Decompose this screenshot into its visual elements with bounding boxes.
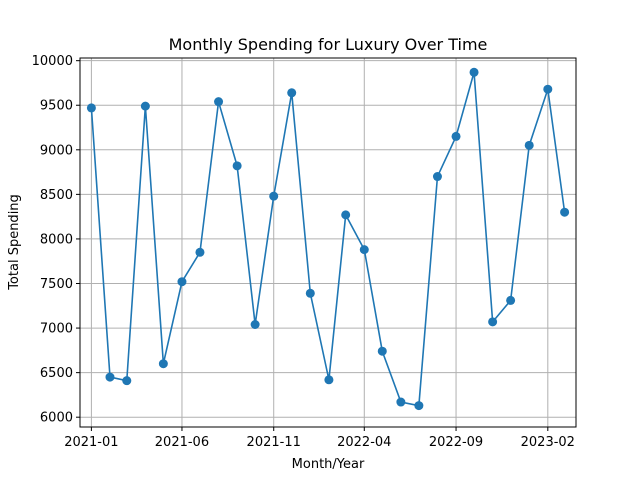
y-tick-label: 7000 bbox=[40, 322, 73, 337]
y-tick-label: 8500 bbox=[40, 188, 73, 203]
y-tick-label: 9500 bbox=[40, 99, 73, 114]
data-point bbox=[341, 210, 351, 220]
data-point bbox=[305, 288, 315, 298]
data-point bbox=[158, 359, 168, 369]
plot-frame bbox=[79, 57, 577, 428]
chart-title: Monthly Spending for Luxury Over Time bbox=[169, 35, 488, 54]
y-tick-label: 8000 bbox=[40, 232, 73, 247]
y-tick-label: 6000 bbox=[40, 411, 73, 426]
x-tick-label: 2023-02 bbox=[521, 435, 575, 450]
x-tick-label: 2022-04 bbox=[337, 435, 391, 450]
data-point bbox=[488, 317, 498, 327]
data-point bbox=[250, 320, 260, 329]
data-point bbox=[287, 88, 297, 98]
series bbox=[86, 67, 570, 411]
data-point bbox=[560, 207, 570, 217]
data-point bbox=[451, 131, 461, 141]
data-point bbox=[432, 172, 442, 182]
x-axis-label: Month/Year bbox=[292, 457, 365, 472]
data-point bbox=[105, 372, 115, 382]
data-point bbox=[86, 103, 96, 113]
data-point bbox=[377, 346, 387, 356]
data-point bbox=[122, 376, 132, 386]
data-point bbox=[414, 401, 424, 411]
data-point bbox=[269, 191, 279, 201]
data-point bbox=[396, 397, 406, 407]
x-tick-label: 2021-06 bbox=[155, 435, 209, 450]
x-tick-label: 2021-01 bbox=[64, 435, 118, 450]
y-axis-label: Total Spending bbox=[7, 194, 22, 291]
x-tick-label: 2022-09 bbox=[429, 435, 483, 450]
data-point bbox=[469, 67, 479, 77]
data-point bbox=[195, 247, 205, 257]
y-tick-label: 10000 bbox=[32, 54, 73, 69]
data-point bbox=[324, 375, 334, 385]
data-point bbox=[359, 245, 369, 255]
axis-ticks: 6000 6500 7000 7500 8000 8500 9000 9500 10000 202… bbox=[32, 54, 575, 450]
y-tick-label: 6500 bbox=[40, 366, 73, 381]
x-tick-label: 2021-11 bbox=[247, 435, 301, 450]
y-tick-label: 7500 bbox=[40, 277, 73, 292]
data-point bbox=[140, 101, 150, 111]
data-point bbox=[543, 84, 553, 94]
data-point bbox=[214, 97, 224, 107]
data-point bbox=[177, 277, 187, 287]
data-point bbox=[524, 140, 534, 150]
y-tick-label: 9000 bbox=[40, 143, 73, 158]
grid bbox=[80, 58, 576, 427]
data-point bbox=[232, 161, 242, 171]
data-point bbox=[506, 295, 516, 305]
